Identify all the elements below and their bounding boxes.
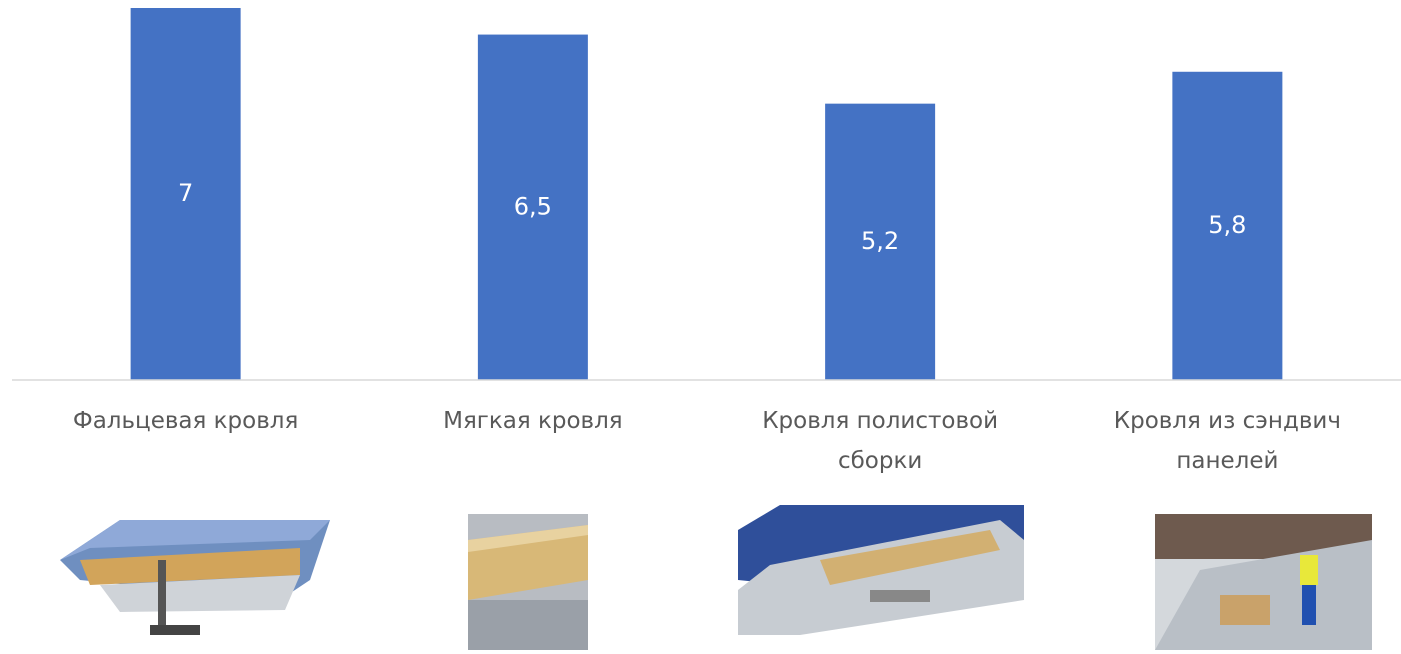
x-tick-label: Мягкая кровля bbox=[443, 408, 623, 434]
x-tick-label: Фальцевая кровля bbox=[72, 408, 299, 434]
x-tick-label: Кровля полистовой сборки bbox=[762, 408, 999, 474]
value-label: 6,5 bbox=[514, 192, 552, 220]
value-label: 5,8 bbox=[1208, 211, 1246, 239]
bar bbox=[477, 34, 588, 380]
bar bbox=[1172, 71, 1283, 381]
image-seam-roof bbox=[60, 520, 330, 635]
bar bbox=[130, 8, 241, 380]
value-label: 7 bbox=[178, 179, 193, 207]
image-soft-roof bbox=[468, 514, 588, 650]
value-label: 5,2 bbox=[861, 227, 899, 255]
bar bbox=[825, 103, 936, 381]
image-sandwich-roof bbox=[1155, 514, 1372, 650]
image-sheet-roof bbox=[738, 505, 1024, 635]
x-tick-label: Кровля из сэндвич панелей bbox=[1113, 408, 1341, 474]
